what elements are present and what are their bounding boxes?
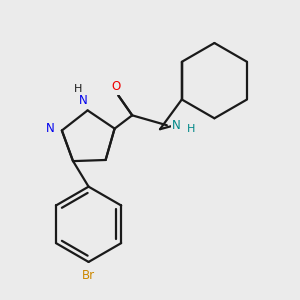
Text: N: N — [79, 94, 88, 107]
Text: H: H — [74, 84, 82, 94]
Text: H: H — [186, 124, 195, 134]
Text: O: O — [112, 80, 121, 93]
Text: N: N — [172, 119, 181, 132]
Text: N: N — [46, 122, 54, 135]
Text: Br: Br — [82, 269, 95, 282]
